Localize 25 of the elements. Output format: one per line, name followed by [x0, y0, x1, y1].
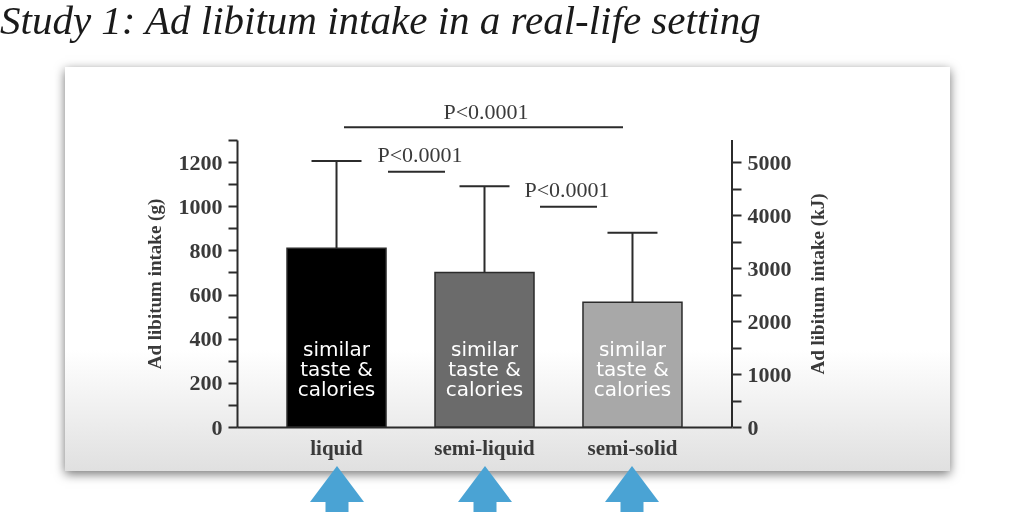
- y-tick-label: 0: [211, 414, 223, 440]
- y-tick-label: 800: [189, 237, 223, 263]
- annotation: P<0.0001: [377, 142, 463, 167]
- annotation: similar taste & calories: [593, 337, 672, 401]
- y2-tick-label: 2000: [747, 308, 792, 334]
- annotation: similar taste & calories: [297, 337, 376, 401]
- x-tick-label: semi-liquid: [434, 435, 535, 460]
- y2-tick-label: 1000: [747, 361, 792, 387]
- x-tick-label: liquid: [310, 435, 364, 460]
- y-tick-label: 1200: [178, 149, 223, 175]
- y-tick-label: 1000: [178, 193, 223, 219]
- y2-axis-title: Ad libitum intake (kJ): [806, 193, 829, 375]
- y-tick-label: 200: [189, 370, 223, 396]
- annotation: similar taste & calories: [445, 337, 524, 401]
- y2-tick-label: 3000: [747, 255, 792, 281]
- y-tick-label: 400: [189, 326, 223, 352]
- y-tick-label: 600: [189, 282, 223, 308]
- y2-tick-label: 4000: [747, 202, 792, 228]
- x-tick-label: semi-solid: [587, 435, 678, 460]
- chart-title: Study 1: Ad libitum intake in a real-life setting: [0, 0, 761, 43]
- y2-tick-label: 0: [747, 414, 759, 440]
- y2-tick-label: 5000: [747, 149, 792, 175]
- annotation: P<0.0001: [524, 177, 610, 202]
- text: P<0.0001: [443, 99, 529, 124]
- y-axis-title: Ad libitum intake (g): [143, 198, 166, 370]
